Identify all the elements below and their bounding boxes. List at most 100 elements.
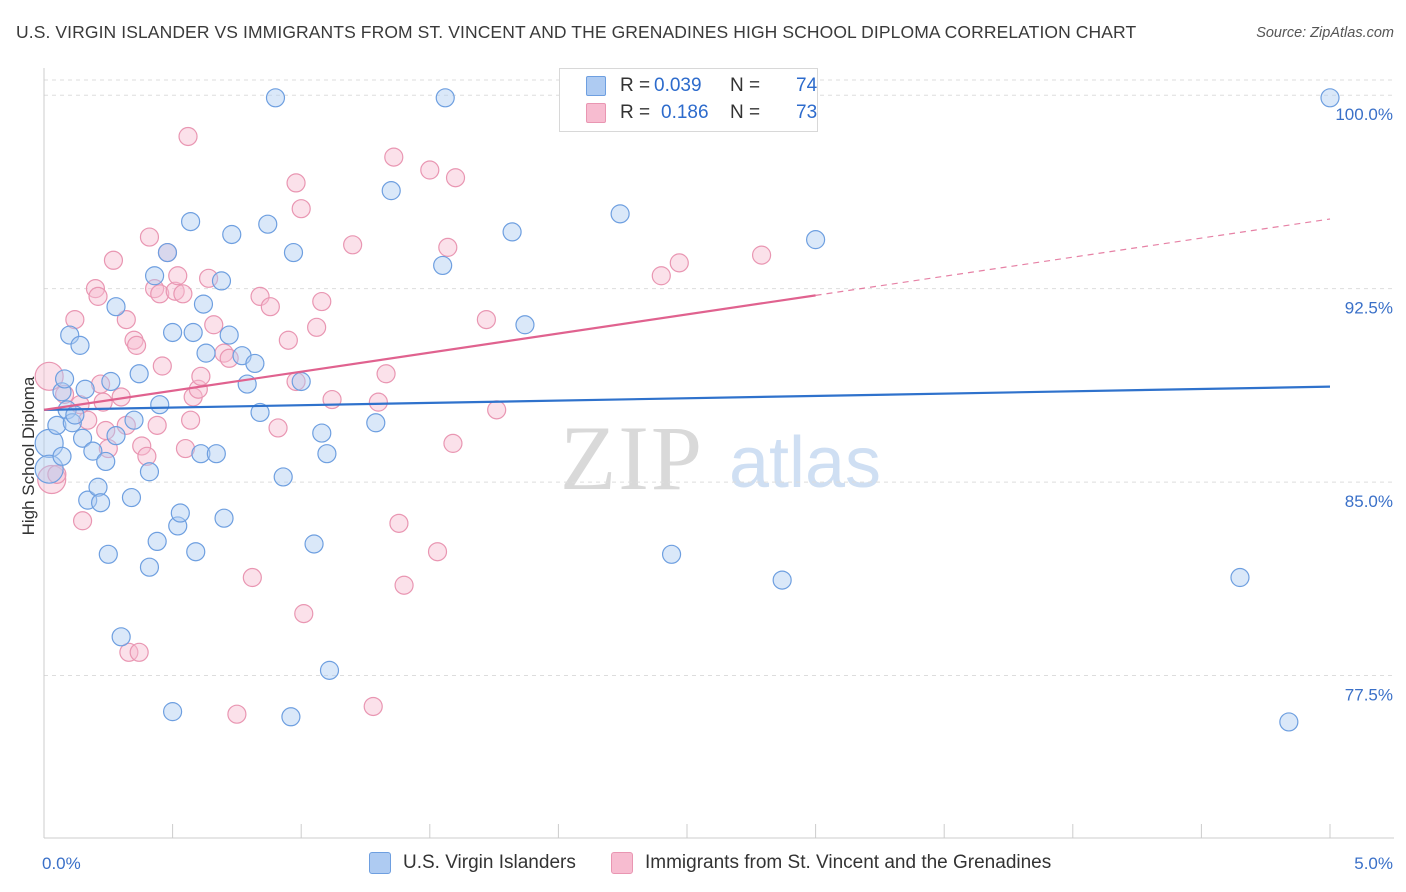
- virgin-islanders-point: [150, 395, 170, 415]
- virgin-islanders-point: [181, 211, 201, 232]
- virgin-islanders-point: [291, 371, 311, 392]
- virgin-islanders-point: [72, 428, 93, 448]
- legend-n-label: N =: [730, 102, 761, 123]
- immigrants-point: [178, 126, 198, 147]
- legend-n-value: 74: [796, 75, 818, 96]
- chart-title: U.S. VIRGIN ISLANDER VS IMMIGRANTS FROM …: [16, 22, 1137, 42]
- virgin-islanders-point: [163, 322, 183, 343]
- immigrants-point: [242, 567, 262, 588]
- legend-swatch-blue: [586, 76, 606, 96]
- trend-line-solid: [43, 385, 1331, 411]
- virgin-islanders-point: [183, 322, 203, 343]
- virgin-islanders-point: [157, 242, 178, 263]
- virgin-islanders-point: [163, 702, 183, 722]
- axes: [43, 68, 1394, 839]
- y-tick-label: 85.0%: [1345, 492, 1393, 511]
- virgin-islanders-point: [147, 531, 167, 552]
- immigrants-point: [72, 511, 93, 531]
- virgin-islanders-point: [273, 467, 293, 487]
- y-tick-label: 77.5%: [1345, 686, 1393, 705]
- immigrants-point: [191, 366, 211, 386]
- legend-r-label: R =: [620, 75, 651, 96]
- immigrants-point: [126, 335, 147, 355]
- immigrants-point: [476, 309, 496, 330]
- immigrants-point: [651, 266, 671, 286]
- legend-swatch-pink: [611, 852, 633, 874]
- virgin-islanders-point: [219, 325, 239, 345]
- virgin-islanders-point: [1230, 567, 1250, 588]
- virgin-islanders-point: [661, 544, 682, 564]
- immigrants-point: [37, 464, 67, 495]
- x-tick-labels: 0.0% 5.0%: [42, 854, 1393, 873]
- virgin-islanders-point: [60, 325, 80, 345]
- legend-item-virgin-islanders: U.S. Virgin Islanders: [369, 852, 576, 874]
- watermark-atlas: atlas: [729, 423, 881, 503]
- virgin-islanders-point: [139, 557, 160, 577]
- legend-r-value: 0.186: [661, 102, 709, 123]
- virgin-islanders-point: [170, 503, 190, 523]
- virgin-islanders-point: [381, 181, 401, 201]
- virgin-islanders-point: [366, 413, 386, 433]
- immigrants-point: [368, 392, 388, 412]
- virgin-islanders-point: [283, 242, 304, 263]
- y-tick-label: 100.0%: [1335, 105, 1393, 124]
- immigrants-point: [312, 291, 332, 312]
- virgin-islanders-point: [772, 570, 792, 590]
- legend-label: Immigrants from St. Vincent and the Gren…: [645, 852, 1052, 873]
- virgin-islanders-point: [129, 364, 149, 384]
- legend-n-value: 73: [796, 102, 818, 123]
- immigrants-point: [85, 279, 106, 299]
- immigrants-point: [487, 400, 507, 420]
- virgin-islanders-point: [319, 660, 340, 680]
- y-tick-labels: 77.5% 85.0% 92.5% 100.0%: [1335, 105, 1393, 704]
- virgin-islanders-point: [258, 214, 278, 234]
- virgin-islanders-point: [98, 544, 118, 564]
- legend-r-value: 0.039: [654, 75, 702, 96]
- immigrants-point: [751, 245, 772, 265]
- virgin-islanders-point: [88, 477, 108, 497]
- virgin-islanders-point: [805, 230, 826, 250]
- virgin-islanders-point: [70, 335, 90, 355]
- immigrants-point: [286, 173, 306, 193]
- immigrants-point: [294, 604, 314, 624]
- immigrants-point: [150, 284, 170, 304]
- virgin-islanders-point: [214, 508, 234, 528]
- virgin-islanders-point: [196, 343, 216, 363]
- watermark: ZIP atlas: [560, 407, 881, 509]
- immigrants-point: [204, 315, 224, 335]
- virgin-islanders-point: [106, 297, 126, 317]
- immigrants-point: [47, 464, 67, 484]
- virgin-islanders-point: [435, 88, 455, 108]
- series-immigrants-st-vincent-points: [34, 126, 772, 724]
- virgin-islanders-point: [515, 315, 535, 335]
- immigrants-point: [389, 513, 409, 533]
- virgin-islanders-point: [317, 444, 337, 464]
- immigrants-point: [427, 542, 448, 562]
- immigrants-point: [376, 364, 396, 384]
- virgin-islanders-point: [433, 255, 453, 276]
- immigrants-point: [78, 410, 98, 430]
- trend-line-solid: [43, 294, 816, 411]
- virgin-islanders-point: [304, 534, 324, 554]
- immigrants-point: [129, 642, 149, 662]
- immigrants-point: [420, 160, 440, 180]
- immigrants-point: [152, 356, 172, 376]
- immigrants-point: [119, 642, 139, 662]
- immigrants-point: [137, 446, 157, 466]
- virgin-islanders-point: [144, 266, 165, 286]
- legend-label: U.S. Virgin Islanders: [403, 852, 576, 873]
- virgin-islanders-point: [139, 462, 160, 482]
- source-label: Source: ZipAtlas.com: [1256, 25, 1394, 41]
- immigrants-point: [363, 696, 383, 717]
- immigrants-point: [181, 410, 201, 430]
- legend-n-label: N =: [730, 75, 761, 96]
- legend-swatch-pink: [586, 103, 606, 123]
- immigrants-point: [669, 253, 689, 273]
- y-axis-label: High School Diploma: [19, 376, 38, 535]
- virgin-islanders-point: [75, 379, 95, 399]
- y-tick-label: 92.5%: [1345, 299, 1393, 318]
- virgin-islanders-point: [52, 446, 72, 466]
- immigrants-point: [278, 330, 298, 350]
- virgin-islanders-point: [47, 415, 67, 435]
